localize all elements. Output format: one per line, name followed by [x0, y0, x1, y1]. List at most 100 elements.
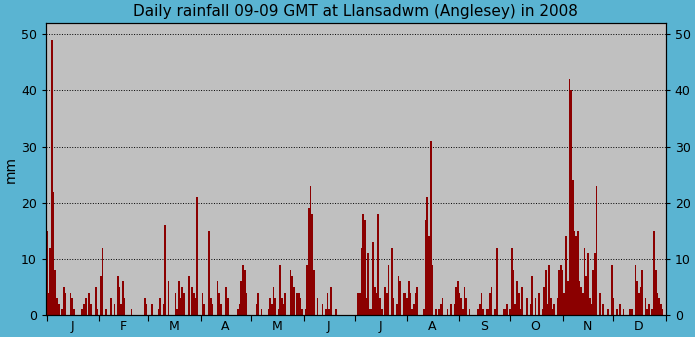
Bar — [486, 309, 487, 315]
Bar — [329, 309, 330, 315]
Bar — [521, 287, 523, 315]
Bar — [672, 304, 673, 315]
Bar — [100, 276, 101, 315]
Bar — [95, 287, 97, 315]
Bar — [284, 293, 286, 315]
Bar — [692, 309, 694, 315]
Bar — [379, 298, 381, 315]
Bar — [447, 309, 448, 315]
Bar — [572, 180, 573, 315]
Bar — [364, 220, 366, 315]
Bar — [415, 293, 416, 315]
Bar — [427, 197, 428, 315]
Bar — [388, 265, 389, 315]
Bar — [662, 309, 663, 315]
Bar — [579, 281, 580, 315]
Bar — [645, 298, 646, 315]
Bar — [325, 309, 327, 315]
Bar — [580, 287, 582, 315]
Bar — [516, 281, 518, 315]
Bar — [151, 304, 152, 315]
Bar — [464, 287, 466, 315]
Bar — [56, 298, 58, 315]
Bar — [425, 220, 427, 315]
Bar — [296, 293, 298, 315]
Bar — [257, 293, 259, 315]
Bar — [195, 298, 197, 315]
Bar — [291, 276, 293, 315]
Bar — [225, 287, 227, 315]
Bar — [181, 287, 183, 315]
Bar — [174, 293, 177, 315]
Bar — [191, 287, 193, 315]
Bar — [655, 270, 657, 315]
Bar — [541, 309, 543, 315]
Bar — [396, 304, 398, 315]
Bar — [564, 293, 565, 315]
Bar — [227, 298, 229, 315]
Bar — [48, 293, 49, 315]
Bar — [553, 304, 555, 315]
Bar — [435, 309, 436, 315]
Bar — [73, 309, 75, 315]
Bar — [612, 298, 614, 315]
Bar — [569, 79, 571, 315]
Bar — [361, 248, 362, 315]
Bar — [658, 298, 660, 315]
Bar — [545, 270, 546, 315]
Bar — [543, 287, 545, 315]
Bar — [616, 309, 618, 315]
Bar — [306, 265, 308, 315]
Bar — [477, 309, 479, 315]
Bar — [359, 293, 361, 315]
Bar — [63, 287, 65, 315]
Bar — [603, 304, 604, 315]
Bar — [520, 309, 521, 315]
Bar — [272, 287, 275, 315]
Bar — [61, 309, 63, 315]
Bar — [558, 270, 560, 315]
Bar — [678, 225, 680, 315]
Bar — [653, 231, 655, 315]
Bar — [54, 270, 56, 315]
Bar — [242, 265, 244, 315]
Bar — [202, 293, 203, 315]
Bar — [362, 214, 364, 315]
Title: Daily rainfall 09-09 GMT at Llansadwm (Anglesey) in 2008: Daily rainfall 09-09 GMT at Llansadwm (A… — [133, 4, 578, 19]
Bar — [680, 270, 682, 315]
Bar — [46, 231, 48, 315]
Bar — [271, 304, 272, 315]
Bar — [638, 293, 639, 315]
Bar — [97, 309, 99, 315]
Bar — [575, 237, 577, 315]
Bar — [51, 40, 53, 315]
Bar — [455, 287, 457, 315]
Bar — [594, 253, 596, 315]
Bar — [220, 304, 222, 315]
Bar — [526, 298, 528, 315]
Bar — [406, 298, 408, 315]
Bar — [489, 293, 491, 315]
Bar — [509, 309, 511, 315]
Bar — [641, 270, 643, 315]
Bar — [330, 287, 332, 315]
Bar — [384, 287, 386, 315]
Bar — [457, 281, 459, 315]
Bar — [694, 304, 695, 315]
Bar — [113, 304, 115, 315]
Bar — [646, 309, 648, 315]
Bar — [335, 309, 337, 315]
Bar — [183, 293, 185, 315]
Bar — [122, 281, 124, 315]
Bar — [494, 309, 496, 315]
Bar — [513, 270, 514, 315]
Bar — [208, 231, 210, 315]
Bar — [217, 281, 218, 315]
Bar — [505, 309, 506, 315]
Bar — [281, 298, 283, 315]
Bar — [357, 293, 359, 315]
Bar — [607, 309, 609, 315]
Bar — [111, 298, 112, 315]
Bar — [567, 281, 569, 315]
Bar — [117, 276, 119, 315]
